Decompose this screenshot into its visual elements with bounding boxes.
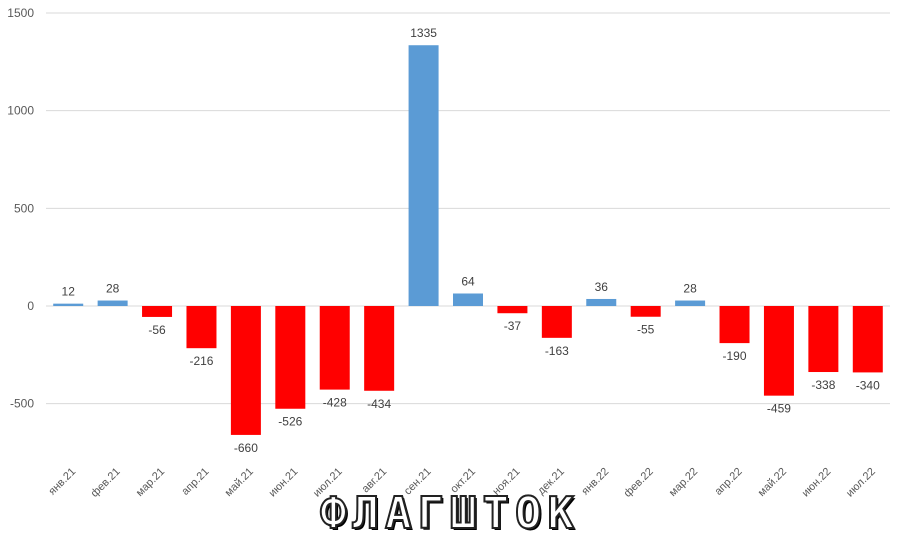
data-label: -434	[367, 397, 391, 411]
watermark-logo: ФЛАГШТОК	[319, 487, 580, 540]
data-label: 12	[62, 285, 76, 299]
bar	[408, 45, 439, 306]
bar	[97, 300, 128, 306]
bar	[541, 306, 572, 338]
data-label: -216	[189, 354, 213, 368]
data-label: -459	[767, 402, 791, 416]
bar	[364, 306, 395, 391]
bar	[53, 303, 84, 306]
y-tick-label: 1500	[7, 6, 34, 20]
data-label: -55	[637, 323, 655, 337]
data-label: 36	[595, 280, 609, 294]
bar	[630, 306, 661, 317]
data-label: -338	[811, 378, 835, 392]
data-label: 28	[683, 282, 697, 296]
bar	[142, 306, 173, 317]
bar	[497, 306, 528, 314]
bar	[852, 306, 883, 373]
data-label: -526	[278, 415, 302, 429]
bar	[186, 306, 217, 349]
data-label: -428	[323, 396, 347, 410]
y-tick-label: 500	[14, 201, 34, 215]
data-label: -660	[234, 441, 258, 455]
bar	[275, 306, 306, 409]
bar	[808, 306, 839, 373]
data-label: 28	[106, 282, 120, 296]
bar	[453, 293, 483, 306]
data-label: -190	[723, 349, 747, 363]
bar	[586, 298, 617, 306]
data-label: -163	[545, 344, 569, 358]
y-tick-label: -500	[10, 397, 34, 411]
bar	[230, 306, 261, 435]
data-label: -37	[504, 319, 522, 333]
y-tick-label: 1000	[7, 104, 34, 118]
bar	[719, 306, 750, 344]
data-label: -340	[856, 378, 880, 392]
data-label: 1335	[410, 26, 437, 40]
bar	[319, 306, 350, 390]
bar	[675, 300, 706, 306]
data-label: -56	[148, 323, 166, 337]
data-label: 64	[461, 274, 475, 288]
y-tick-label: 0	[27, 299, 34, 313]
bar	[763, 306, 794, 396]
